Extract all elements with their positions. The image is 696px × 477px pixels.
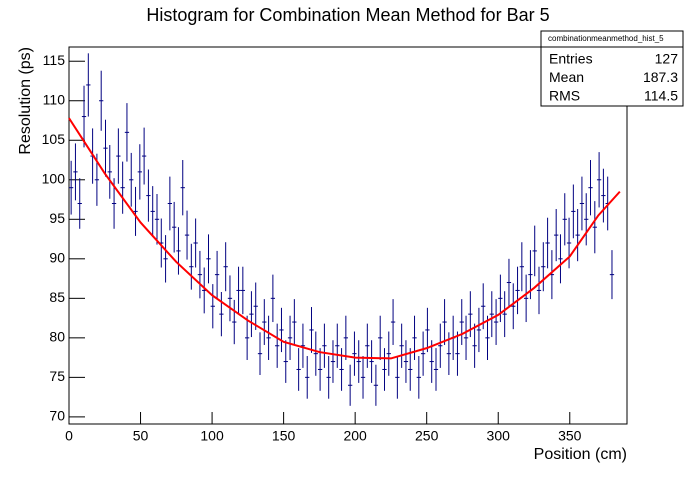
y-axis-title: Resolution (ps) <box>17 47 34 155</box>
x-tick-label: 150 <box>272 428 296 444</box>
x-tick-label: 350 <box>558 428 582 444</box>
y-tick-label: 110 <box>43 91 66 107</box>
stats-value: 127 <box>655 51 679 67</box>
stats-value: 187.3 <box>643 69 678 85</box>
x-axis-title: Position (cm) <box>534 446 627 463</box>
x-tick-label: 300 <box>487 428 511 444</box>
y-tick-label: 115 <box>43 52 66 68</box>
x-tick-label: 250 <box>415 428 439 444</box>
y-tick-label: 90 <box>49 250 65 266</box>
y-tick-label: 70 <box>49 408 65 424</box>
y-tick-label: 100 <box>42 170 66 186</box>
x-tick-label: 200 <box>343 428 367 444</box>
y-tick-label: 80 <box>49 329 65 345</box>
y-tick-label: 75 <box>49 368 65 384</box>
stats-box <box>540 30 684 107</box>
stats-label: RMS <box>549 88 580 104</box>
chart-title: Histogram for Combination Mean Method fo… <box>146 5 549 25</box>
fit-curve <box>68 117 621 360</box>
y-tick-label: 85 <box>49 289 65 305</box>
stats-label: Entries <box>549 51 593 67</box>
stats-value: 114.5 <box>644 88 678 104</box>
stats-name: combinationmeanmethod_hist_5 <box>548 34 664 43</box>
x-tick-label: 50 <box>133 428 149 444</box>
y-tick-label: 105 <box>42 131 66 147</box>
stats-label: Mean <box>549 69 584 85</box>
y-tick-label: 95 <box>49 210 65 226</box>
plot-frame <box>68 46 628 425</box>
x-tick-label: 100 <box>200 428 224 444</box>
x-tick-label: 0 <box>65 428 73 444</box>
